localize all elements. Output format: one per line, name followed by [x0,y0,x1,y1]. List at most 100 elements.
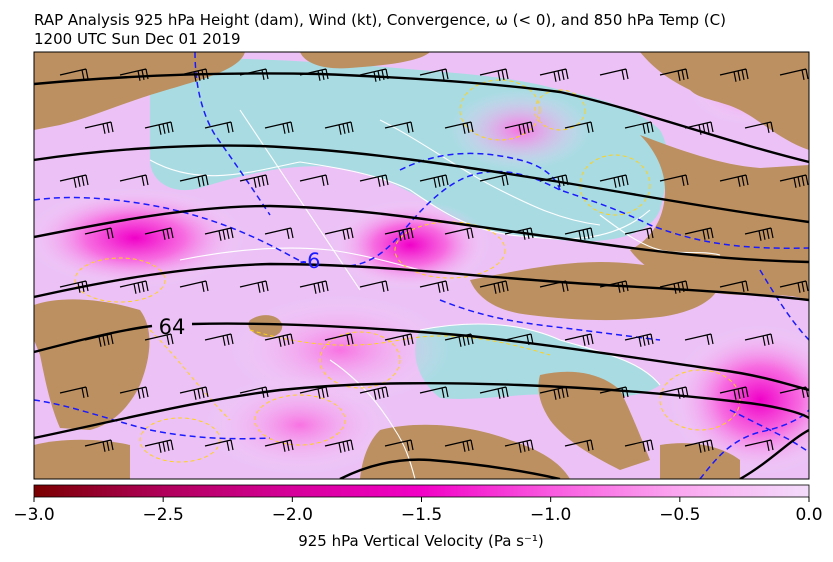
wind-barb [779,280,809,293]
map-subtitle-time: 1200 UTC Sun Dec 01 2019 [34,30,241,48]
wind-barb [539,280,569,293]
wind-barb [779,68,809,81]
wind-barb [624,227,654,240]
wind-barb [624,333,654,347]
wind-barbs [59,68,809,453]
wind-barb [684,227,714,240]
colorbar-tick-label: −2.0 [272,505,313,525]
wind-barb [359,280,389,293]
wind-barb [744,121,774,134]
wind-barb [119,386,149,399]
wind-barb [359,68,389,82]
colorbar-bar [33,484,810,498]
wind-barb [599,386,629,399]
wind-barb [264,333,294,347]
wind-barb [324,333,354,346]
map-title: RAP Analysis 925 hPa Height (dam), Wind … [34,11,726,29]
wind-barb [684,439,714,453]
wind-barb [444,439,474,452]
wind-barb [84,439,114,452]
wind-barb [564,439,594,452]
wind-barb [264,121,294,134]
wind-barb [564,227,594,241]
wind-barb [119,174,149,187]
wind-barb [624,121,654,134]
wind-barb [744,439,774,452]
wind-barb [444,333,474,347]
wind-barb [539,68,569,82]
wind-barb [684,333,714,346]
wind-barb [479,174,509,187]
wind-barb [59,174,89,188]
wind-barb [599,174,629,188]
wind-barb [719,68,749,82]
wind-barb [659,280,689,294]
wind-barb [659,386,689,399]
wind-barb [539,386,569,400]
omega-max-west [34,188,245,288]
map-frame [33,51,810,480]
wind-barb [324,439,354,453]
wind-barb [599,280,629,293]
wind-barb [359,174,389,187]
wind-barb [204,121,234,134]
land-southeast [538,371,650,470]
land-south [360,424,570,479]
wind-barb [179,280,209,293]
wind-barb [204,227,234,241]
wind-barb [59,68,89,81]
colorbar-tick-label: −2.5 [143,505,184,525]
colorbar-tick-label: −1.5 [401,505,442,525]
colorbar-tick-label: −3.0 [13,505,54,525]
wind-barb [324,121,354,135]
wind-barb [179,386,209,400]
land-far-southeast [660,443,740,479]
wind-barb [779,174,809,188]
wind-barb [479,280,509,294]
temperature-contour-label: -6 [300,249,321,273]
wind-barb [444,227,474,240]
wind-barb [479,68,509,81]
wind-barb [144,121,174,135]
wind-barb [504,227,534,240]
wind-barb [84,333,114,347]
wind-barb [419,174,449,188]
wind-barb [299,68,329,81]
land-southwest [34,439,130,479]
wind-barb [264,439,294,452]
wind-barb [419,68,449,81]
wind-barb [119,68,149,81]
wind-barb [59,280,89,293]
land-northeast [640,52,809,150]
wind-barb [239,280,269,293]
wind-barb [144,333,174,346]
wind-barb [324,227,354,240]
wind-barb [299,174,329,187]
wind-barb [504,439,534,453]
wind-barb [239,68,269,81]
land-north [300,52,430,69]
wind-barb [384,439,414,452]
wind-barb [624,439,654,452]
wind-barb [179,68,209,82]
wind-barb [564,333,594,346]
wind-barb [239,174,269,188]
wind-barb [384,227,414,241]
colorbar-tick-label: −0.5 [659,505,700,525]
wind-barb [539,174,569,187]
wind-barb [719,386,749,400]
wind-barb [299,386,329,399]
wind-barb [779,386,809,399]
colorbar-ticks: −3.0 −2.5 −2.0 −1.5 −1.0 −0.5 0.0 [13,497,823,525]
land-east [630,135,809,300]
wind-barb [204,333,234,346]
wind-barb [419,280,449,293]
wind-barb [504,121,534,135]
land-central [470,262,720,321]
wind-barb [144,227,174,240]
wind-barb [299,280,329,294]
wind-barb [84,227,114,240]
wind-barb [504,333,534,346]
wind-barb [239,386,269,399]
wind-barb [59,386,89,399]
